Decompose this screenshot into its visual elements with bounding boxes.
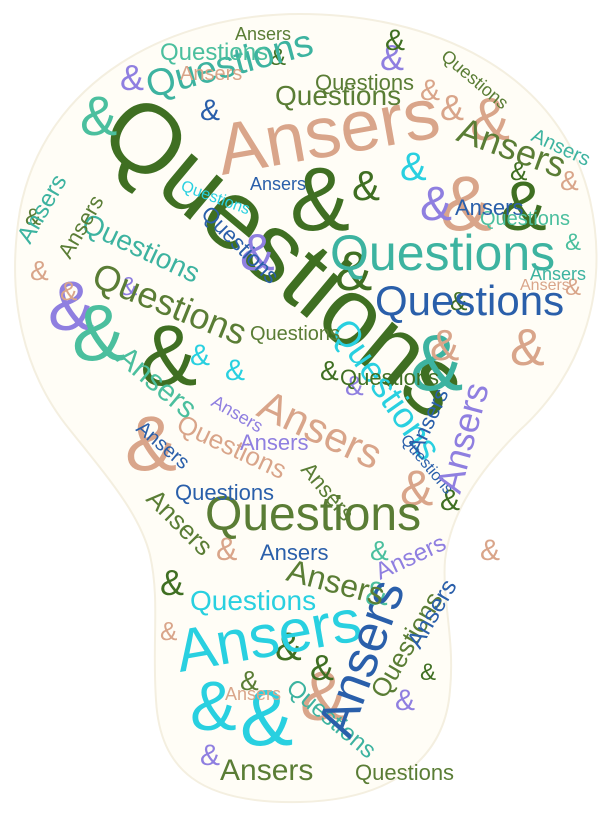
word-ansers-104: Ansers xyxy=(250,174,306,194)
word-ampersand-43: & xyxy=(565,229,581,256)
word-ampersand-50: & xyxy=(270,44,286,71)
word-ansers-97: Ansers xyxy=(455,195,523,220)
word-questions-65: Questions xyxy=(190,585,316,616)
word-ampersand-5: & xyxy=(48,267,95,345)
word-questions-67: Questions xyxy=(355,760,454,785)
word-ansers-89: Ansers xyxy=(240,430,308,455)
word-ampersand-46: & xyxy=(225,354,245,387)
word-ampersand-10: & xyxy=(240,224,275,282)
word-ampersand-20: & xyxy=(400,460,433,516)
word-ampersand-31: & xyxy=(216,531,237,567)
word-ampersand-45: & xyxy=(320,355,339,386)
word-ampersand-33: & xyxy=(200,739,220,772)
word-ampersand-24: & xyxy=(380,37,404,78)
word-ampersand-36: & xyxy=(395,684,415,717)
word-questions-60: Questions xyxy=(275,80,401,111)
word-ampersand-40: & xyxy=(200,94,220,127)
word-ampersand-52: & xyxy=(450,286,467,316)
word-ampersand-11: & xyxy=(420,178,452,231)
word-ampersand-17: & xyxy=(352,162,380,209)
word-ampersand-39: & xyxy=(565,274,581,301)
word-ampersand-6: & xyxy=(72,288,125,377)
word-questions-57: Questions xyxy=(375,277,564,324)
word-ansers-95: Ansers xyxy=(530,264,586,284)
word-ampersand-19: & xyxy=(510,319,545,377)
word-questions-61: Questions xyxy=(160,39,268,66)
word-questions-58: Questions xyxy=(205,488,421,541)
word-ampersand-25: & xyxy=(120,57,144,98)
light-bulb-shape xyxy=(14,12,598,804)
word-ampersand-30: & xyxy=(160,562,184,603)
word-questions-74: Questions xyxy=(340,365,439,390)
word-ansers-94: Ansers xyxy=(235,24,291,44)
word-questions-77: Questions xyxy=(480,208,570,230)
word-ampersand-41: & xyxy=(30,255,49,286)
word-ampersand-22: & xyxy=(470,86,510,153)
word-ampersand-47: & xyxy=(190,339,210,372)
word-ampersand-34: & xyxy=(160,616,177,646)
word-ampersand-53: & xyxy=(440,484,460,517)
word-ampersand-14: & xyxy=(240,673,293,762)
word-ansers-81: Ansers xyxy=(220,754,313,787)
word-ampersand-16: & xyxy=(335,239,372,302)
word-questions-73: Questions xyxy=(250,323,340,345)
word-ampersand-38: & xyxy=(560,165,579,196)
word-ampersand-21: & xyxy=(430,321,459,370)
word-ampersand-29: & xyxy=(310,647,334,688)
word-ampersand-32: & xyxy=(365,575,388,613)
word-ampersand-9: & xyxy=(125,399,177,487)
word-ampersand-54: & xyxy=(480,534,500,567)
word-ansers-105: Ansers xyxy=(520,277,570,294)
word-ampersand-18: & xyxy=(400,145,427,189)
word-ampersand-23: & xyxy=(440,87,464,128)
word-ampersand-12: & xyxy=(300,657,347,735)
word-ansers-98: Ansers xyxy=(260,540,328,565)
word-ampersand-35: & xyxy=(240,665,259,696)
word-ampersand-7: & xyxy=(140,308,197,404)
word-ampersand-49: & xyxy=(25,204,41,231)
word-ampersand-51: & xyxy=(510,156,527,186)
word-ampersand-15: & xyxy=(80,84,117,147)
word-questions-70: Questions xyxy=(315,70,414,95)
word-ampersand-37: & xyxy=(420,659,436,686)
word-ansers-102: Ansers xyxy=(225,684,281,704)
word-ampersand-4: & xyxy=(500,167,547,245)
word-ampersand-26: & xyxy=(385,24,405,57)
word-ampersand-8: & xyxy=(410,318,463,407)
word-ampersand-55: & xyxy=(370,535,389,566)
word-ampersand-27: & xyxy=(420,74,440,107)
word-ampersand-13: & xyxy=(190,667,237,745)
word-ampersand-3: & xyxy=(440,159,492,247)
word-ampersand-44: & xyxy=(345,370,364,401)
word-questions-69: Questions xyxy=(175,480,274,505)
word-ansers-93: Ansers xyxy=(180,63,242,85)
word-ampersand-28: & xyxy=(275,625,302,669)
word-ampersand-48: & xyxy=(120,271,137,301)
word-ampersand-2: & xyxy=(290,150,350,250)
word-ampersand-42: & xyxy=(60,276,77,306)
word-questions-56: Questions xyxy=(330,225,555,281)
